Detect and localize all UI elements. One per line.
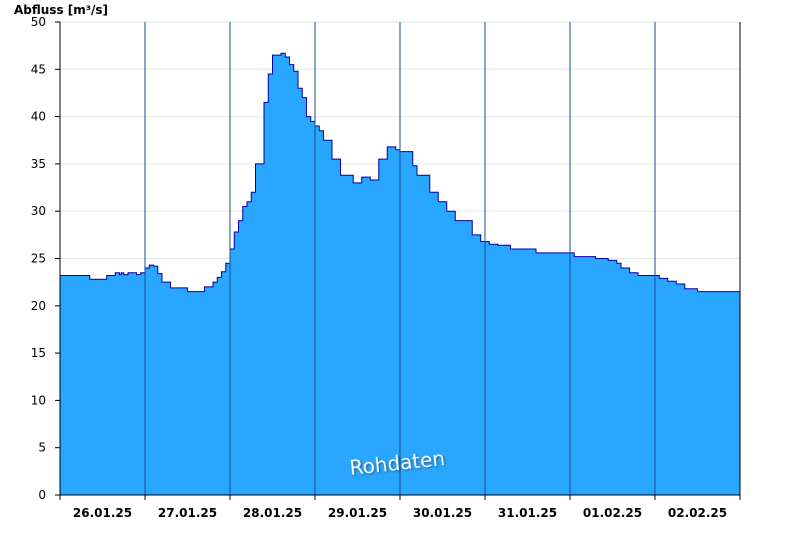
y-tick-label: 40 bbox=[31, 110, 46, 124]
y-tick-labels: 0 5 10 15 20 25 30 35 40 45 50 bbox=[31, 15, 60, 502]
y-tick-label: 15 bbox=[31, 346, 46, 360]
y-tick-label: 45 bbox=[31, 62, 46, 76]
y-tick-label: 5 bbox=[38, 441, 46, 455]
x-tick-label: 28.01.25 bbox=[243, 506, 302, 520]
x-tick-label: 30.01.25 bbox=[413, 506, 472, 520]
y-tick-label: 20 bbox=[31, 299, 46, 313]
x-tick-labels: 26.01.25 27.01.25 28.01.25 29.01.25 30.01.25… bbox=[59, 495, 741, 520]
y-tick-label: 10 bbox=[31, 393, 46, 407]
x-tick-label: 29.01.25 bbox=[328, 506, 387, 520]
y-tick-label: 0 bbox=[38, 488, 46, 502]
x-tick-label: 27.01.25 bbox=[158, 506, 217, 520]
day-separator-lines bbox=[144, 22, 656, 495]
x-tick-label: 02.02.25 bbox=[668, 506, 727, 520]
y-axis-title: Abfluss [m³/s] bbox=[14, 3, 108, 17]
x-tick-label: 01.02.25 bbox=[583, 506, 642, 520]
y-tick-label: 30 bbox=[31, 204, 46, 218]
y-tick-label: 25 bbox=[31, 252, 46, 266]
y-tick-label: 50 bbox=[31, 15, 46, 29]
y-tick-label: 35 bbox=[31, 157, 46, 171]
discharge-line bbox=[60, 52, 741, 293]
x-tick-label: 31.01.25 bbox=[498, 506, 557, 520]
x-tick-label: 26.01.25 bbox=[73, 506, 132, 520]
